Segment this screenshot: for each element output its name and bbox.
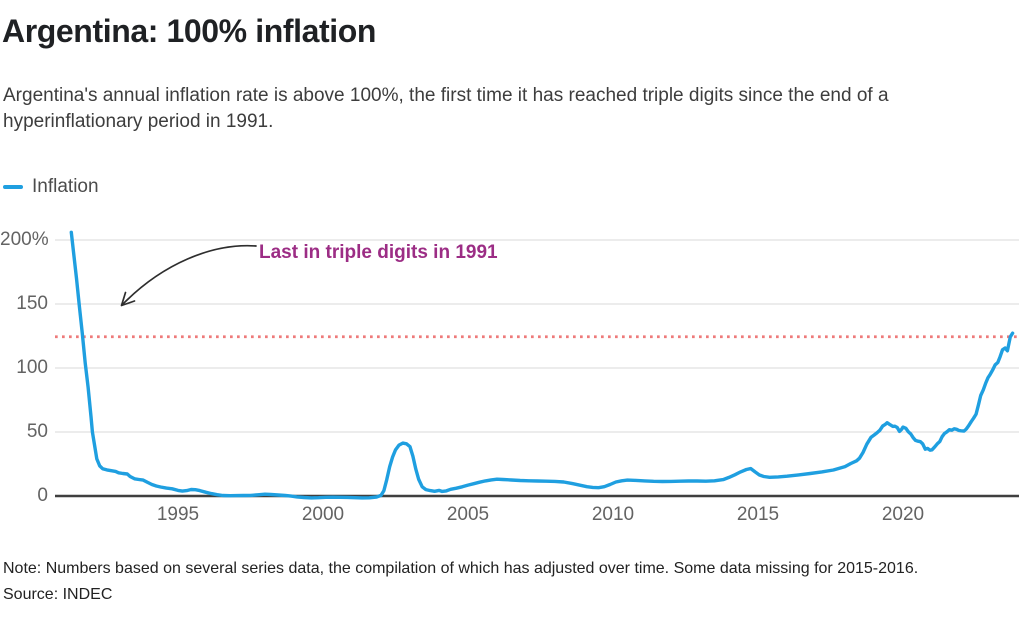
y-axis-tick-label: 200% xyxy=(0,229,49,250)
annotation-text: Last in triple digits in 1991 xyxy=(259,242,498,263)
footnote: Note: Numbers based on several series da… xyxy=(3,560,919,577)
x-axis-tick-label: 2020 xyxy=(881,504,925,525)
x-axis-tick-label: 2005 xyxy=(446,504,490,525)
source-credit: Source: INDEC xyxy=(3,586,113,603)
x-axis-tick-label: 1995 xyxy=(156,504,200,525)
gridlines xyxy=(55,239,1019,498)
y-axis-tick-label: 50 xyxy=(26,421,48,442)
chart-subtitle: Argentina's annual inflation rate is abo… xyxy=(3,85,889,132)
y-axis-tick-label: 150 xyxy=(16,293,48,314)
legend: Inflation xyxy=(3,176,99,198)
legend-line-swatch-icon xyxy=(3,185,23,189)
x-axis-tick-label: 2000 xyxy=(301,504,345,525)
annotation-arrow xyxy=(120,244,257,307)
y-axis-tick-label: 0 xyxy=(37,485,48,506)
x-axis-tick-label: 2010 xyxy=(591,504,635,525)
legend-label: Inflation xyxy=(32,176,99,197)
y-axis-tick-label: 100 xyxy=(16,357,48,378)
x-axis-tick-label: 2015 xyxy=(736,504,780,525)
inflation-line xyxy=(69,230,1015,500)
page-title: Argentina: 100% inflation xyxy=(2,13,377,49)
